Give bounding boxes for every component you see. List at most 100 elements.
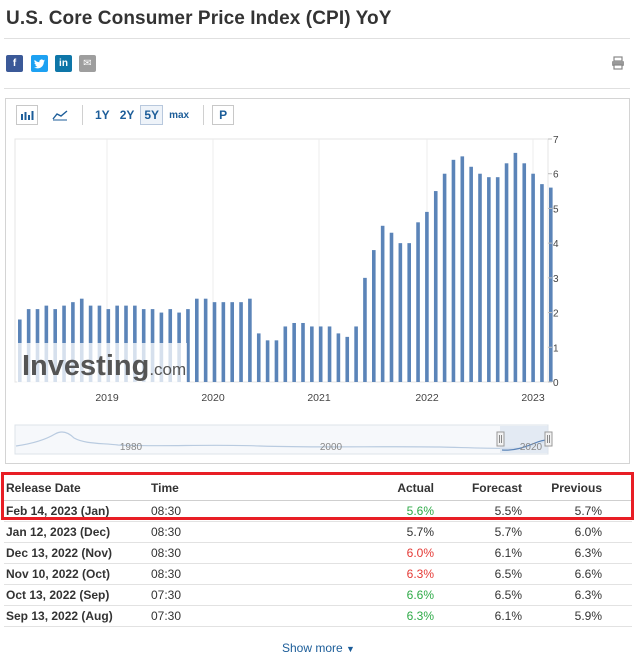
bar[interactable] [451, 159, 456, 382]
col-forecast: Forecast [471, 481, 522, 495]
bar[interactable] [265, 340, 270, 382]
range-2y-button[interactable]: 2Y [119, 108, 135, 122]
bar[interactable] [186, 309, 190, 382]
print-icon[interactable] [611, 56, 625, 70]
bar[interactable] [460, 156, 465, 382]
p-button[interactable]: P [212, 105, 235, 125]
release-date-cell: Nov 10, 2022 (Oct) [6, 567, 111, 581]
range-max-button[interactable]: max [169, 109, 190, 121]
table-row: Sep 13, 2022 (Aug) 07:30 6.3% 6.1% 5.9% [4, 606, 632, 627]
x-tick-label: 2022 [415, 392, 439, 404]
actual-cell: 5.6% [406, 504, 434, 518]
range-1y-button[interactable]: 1Y [95, 108, 110, 122]
bar[interactable] [354, 326, 358, 382]
y-tick-label: 5 [553, 204, 559, 215]
bar[interactable] [363, 277, 367, 382]
bar[interactable] [318, 326, 323, 382]
previous-cell: 5.7% [574, 504, 602, 518]
show-more-link[interactable]: Show more ▼ [282, 641, 355, 655]
release-date-cell: Dec 13, 2022 (Nov) [6, 546, 113, 560]
investing-watermark: Investing.com [17, 343, 187, 383]
bar[interactable] [283, 326, 288, 382]
y-axis-ticks: 0 1 2 3 4 5 6 7 [548, 135, 559, 389]
bar[interactable] [531, 173, 535, 382]
bar-chart-icon [21, 111, 34, 120]
bar[interactable] [407, 243, 411, 382]
bar[interactable] [195, 298, 199, 382]
facebook-share-button[interactable]: f [6, 55, 23, 72]
release-date-cell: Oct 13, 2022 (Sep) [6, 588, 110, 602]
bar[interactable] [469, 166, 473, 382]
bar[interactable] [274, 340, 279, 382]
actual-cell: 6.3% [406, 609, 434, 623]
navigator-label: 2020 [520, 442, 543, 453]
area-chart-icon [52, 110, 68, 121]
email-share-button[interactable]: ✉ [79, 55, 96, 72]
bar[interactable] [487, 177, 491, 382]
forecast-cell: 6.1% [494, 609, 522, 623]
bar[interactable] [292, 322, 296, 382]
bar[interactable] [522, 163, 527, 382]
previous-cell: 5.9% [574, 609, 602, 623]
linkedin-share-button[interactable]: in [55, 55, 72, 72]
bar[interactable] [372, 250, 376, 382]
bar[interactable] [230, 302, 234, 382]
bar[interactable] [495, 177, 500, 382]
navigator-handle-right[interactable] [544, 431, 553, 447]
table-row: Oct 13, 2022 (Sep) 07:30 6.6% 6.5% 6.3% [4, 585, 632, 606]
bar[interactable] [327, 326, 332, 382]
bar[interactable] [504, 163, 509, 382]
bar[interactable] [345, 336, 350, 382]
bar[interactable] [256, 333, 261, 382]
twitter-share-button[interactable] [31, 55, 48, 72]
x-axis-ticks: 2019 2020 2021 2022 2023 [95, 392, 545, 404]
chart-navigator[interactable]: 1980 2000 2020 [14, 424, 553, 455]
time-cell: 07:30 [151, 588, 182, 602]
bar[interactable] [398, 243, 403, 382]
release-date-cell: Jan 12, 2023 (Dec) [6, 525, 111, 539]
actual-cell: 6.6% [406, 588, 434, 602]
y-tick-label: 1 [553, 343, 559, 354]
y-tick-label: 6 [553, 170, 559, 181]
bar[interactable] [79, 298, 84, 382]
bar[interactable] [389, 232, 394, 382]
bar[interactable] [442, 173, 447, 382]
bar[interactable] [549, 187, 553, 382]
previous-cell: 6.6% [574, 567, 602, 581]
bar[interactable] [416, 222, 420, 382]
watermark-text: Investing.com [22, 350, 186, 382]
navigator-label: 2000 [320, 442, 343, 453]
toolbar-separator [82, 105, 83, 125]
share-divider [4, 88, 630, 89]
bar[interactable] [336, 333, 341, 382]
bar[interactable] [71, 302, 75, 382]
table-row: Dec 13, 2022 (Nov) 08:30 6.0% 6.1% 6.3% [4, 543, 632, 564]
bar[interactable] [301, 322, 305, 382]
navigator-area [14, 424, 549, 455]
navigator-label: 1980 [120, 442, 143, 453]
bar[interactable] [203, 298, 208, 382]
range-5y-button[interactable]: 5Y [140, 105, 164, 125]
forecast-cell: 5.7% [494, 525, 522, 539]
navigator-selection[interactable] [500, 426, 548, 453]
bar[interactable] [478, 173, 482, 382]
bar[interactable] [513, 152, 518, 382]
forecast-cell: 5.5% [494, 504, 522, 518]
bar-chart-button[interactable] [16, 105, 38, 125]
col-release-date: Release Date [6, 481, 81, 495]
bar[interactable] [248, 298, 252, 382]
bar[interactable] [310, 326, 314, 382]
bar[interactable] [380, 225, 385, 382]
y-tick-label: 0 [553, 378, 559, 389]
bar[interactable] [425, 211, 429, 382]
bar[interactable] [433, 191, 438, 382]
actual-cell: 6.3% [406, 567, 434, 581]
toolbar-separator [203, 105, 205, 125]
bar[interactable] [221, 302, 226, 382]
previous-cell: 6.0% [574, 525, 602, 539]
bar[interactable] [212, 302, 217, 382]
line-chart-button[interactable] [48, 105, 72, 125]
bar[interactable] [239, 302, 243, 382]
bar[interactable] [540, 184, 544, 382]
navigator-handle-left[interactable] [496, 431, 505, 447]
